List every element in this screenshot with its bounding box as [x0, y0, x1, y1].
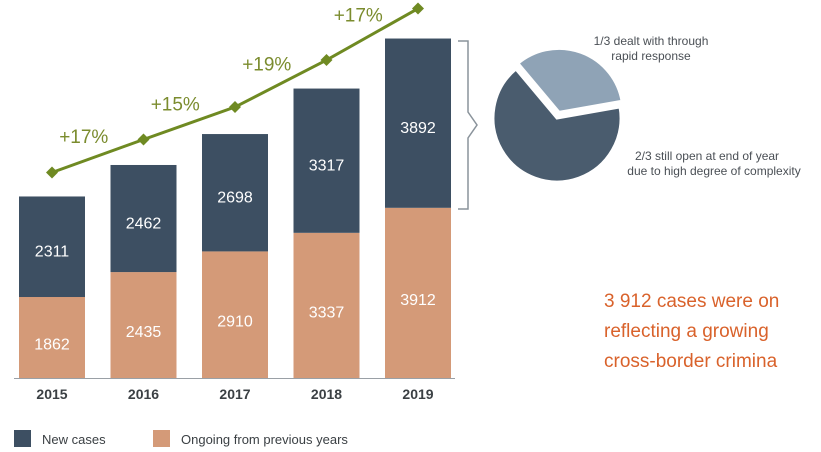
year-label-2017: 2017 [219, 386, 250, 402]
bar-new-2015 [19, 196, 85, 298]
year-labels: 2015 2016 2017 2018 2019 [36, 386, 433, 402]
growth-marker-2016 [137, 133, 150, 146]
bar-value-ongoing-2018: 3337 [309, 304, 345, 321]
growth-marker-2019 [412, 2, 424, 15]
growth-label-3: +19% [242, 55, 291, 76]
bar-value-ongoing-2015: 1862 [34, 337, 70, 354]
bar-ongoing-2016 [110, 272, 177, 378]
growth-label-4: +17% [334, 5, 383, 26]
bar-value-new-2018: 3317 [309, 158, 345, 175]
bar-new-2019 [385, 38, 451, 208]
year-label-2018: 2018 [311, 386, 342, 402]
bar-value-new-2015: 2311 [35, 244, 70, 261]
bar-value-new-2019: 3892 [400, 120, 436, 137]
pie-label-large-line2: due to high degree of complexity [627, 164, 800, 178]
callout-line3: cross-border crimina [604, 351, 778, 372]
bar-value-new-2016: 2462 [126, 216, 162, 233]
bar-value-ongoing-2016: 2435 [126, 324, 162, 341]
callout-line1: 3 912 cases were on [604, 291, 779, 312]
bar-ongoing-2017 [202, 251, 268, 378]
year-label-2016: 2016 [128, 386, 159, 402]
bar-ongoing-2018 [293, 232, 360, 378]
bar-value-new-2017: 2698 [217, 190, 253, 207]
growth-marker-2018 [320, 54, 333, 67]
bar-new-2018 [293, 88, 360, 233]
bar-ongoing-2015 [19, 297, 85, 378]
growth-labels: +17% +15% +19% +17% [59, 5, 383, 148]
legend-label-ongoing: Ongoing from previous years [181, 432, 348, 447]
pie-chart [491, 46, 624, 184]
pie-label-small-line1: 1/3 dealt with through [594, 34, 709, 48]
growth-label-1: +17% [59, 127, 108, 148]
legend-swatch-ongoing [153, 430, 170, 447]
bar-new-2017 [202, 134, 268, 252]
bar-new-2016 [110, 164, 177, 273]
growth-marker-2017 [229, 101, 241, 114]
growth-label-2: +15% [151, 94, 200, 115]
pie-slice-open [491, 66, 623, 184]
pie-label-small-line2: rapid response [611, 49, 691, 63]
legend-label-new-cases: New cases [42, 432, 106, 447]
bar-value-ongoing-2017: 2910 [217, 314, 253, 331]
growth-markers [46, 2, 424, 179]
year-label-2019: 2019 [402, 386, 433, 402]
legend-swatch-new-cases [14, 430, 31, 447]
callout-line2: reflecting a growing [604, 321, 769, 342]
bracket-connector [458, 40, 478, 210]
pie-label-large-line1: 2/3 still open at end of year [635, 149, 779, 163]
bar-group: 1862 2311 2435 2462 2910 2698 3337 3317 3912 3892 [19, 38, 451, 378]
year-label-2015: 2015 [36, 386, 67, 402]
bar-value-ongoing-2019: 3912 [400, 292, 436, 309]
bar-ongoing-2019 [385, 207, 451, 378]
pie-slice-rapid [515, 46, 624, 114]
growth-marker-2015 [46, 166, 58, 179]
